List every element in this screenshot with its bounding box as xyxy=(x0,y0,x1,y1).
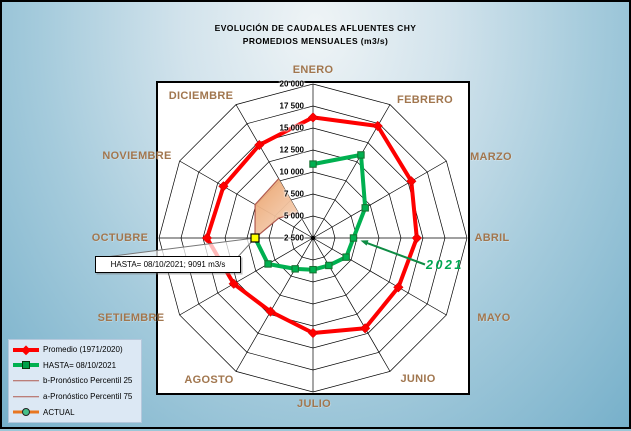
hasta-marker xyxy=(309,160,317,168)
promedio-marker xyxy=(372,120,383,132)
year-arrow xyxy=(364,241,426,266)
callout-leader-line xyxy=(97,237,256,259)
month-label-5: JUNIO xyxy=(400,373,436,385)
radial-tick-label: 7 500 xyxy=(283,189,304,199)
hasta-marker xyxy=(325,261,333,270)
chart-title-line2: PROMEDIOS MENSUALES (m3/s) xyxy=(242,36,389,46)
forecast-percentile-line xyxy=(254,211,299,239)
legend-label: b-Pronóstico Percentil 25 xyxy=(43,376,133,386)
month-label-4: MAYO xyxy=(477,312,511,324)
legend-item-4: ACTUAL xyxy=(13,405,137,420)
legend-label: a-Pronóstico Percentil 75 xyxy=(43,392,133,402)
radial-tick-label: 17 500 xyxy=(279,101,304,111)
promedio-marker xyxy=(359,323,371,334)
hasta-marker xyxy=(309,265,317,274)
year-arrow-head xyxy=(360,240,369,246)
month-label-7: AGOSTO xyxy=(184,374,234,386)
radial-tick-label: 2 500 xyxy=(283,233,304,243)
legend-item-1: HASTA= 08/10/2021 xyxy=(13,358,137,373)
legend-item-3: a-Pronóstico Percentil 75 xyxy=(13,389,137,404)
chart-title-line1: EVOLUCIÓN DE CAUDALES AFLUENTES CHY xyxy=(214,23,417,33)
legend-marker-icon xyxy=(22,361,30,370)
legend-label: HASTA= 08/10/2021 xyxy=(43,360,117,370)
hasta-marker xyxy=(357,151,365,159)
hasta-marker xyxy=(361,204,369,212)
axis-spoke xyxy=(235,237,314,372)
month-label-9: OCTUBRE xyxy=(91,232,149,244)
legend-marker-icon xyxy=(22,408,30,417)
axis-spoke xyxy=(312,237,447,316)
legend-item-0: Promedio (1971/2020) xyxy=(13,342,137,357)
hasta-marker xyxy=(291,265,299,273)
month-label-0: ENERO xyxy=(292,64,334,76)
hasta-marker xyxy=(264,260,272,268)
legend-item-2: b-Pronóstico Percentil 25 xyxy=(13,373,137,388)
legend-swatch xyxy=(13,345,39,355)
promedio-marker xyxy=(218,181,229,192)
promedio-marker xyxy=(228,278,239,289)
legend-label: ACTUAL xyxy=(43,407,75,417)
callout-box: HASTA= 08/10/2021; 9091 m3/s xyxy=(95,256,241,273)
month-label-6: JULIO xyxy=(297,398,331,410)
legend-label: Promedio (1971/2020) xyxy=(43,345,123,355)
promedio-marker xyxy=(307,112,319,123)
legend-swatch xyxy=(13,392,39,401)
forecast-percentile-line xyxy=(254,178,280,239)
axis-spoke xyxy=(179,237,314,316)
radial-tick-label: 10 000 xyxy=(279,167,304,177)
legend-marker-icon xyxy=(21,345,31,355)
promedio-marker xyxy=(406,176,417,187)
hasta-marker xyxy=(342,253,350,261)
actual-marker xyxy=(250,233,260,243)
promedio-marker xyxy=(254,139,265,151)
axis-spoke xyxy=(312,160,447,239)
month-label-11: DICIEMBRE xyxy=(168,90,234,102)
month-label-3: ABRIL xyxy=(474,232,510,244)
hasta-line xyxy=(253,152,368,272)
year-annotation: 2021 xyxy=(426,258,464,272)
month-label-8: SETIEMBRE xyxy=(97,312,165,324)
radar-center-dot xyxy=(310,235,316,241)
axis-spoke xyxy=(235,104,314,239)
month-label-2: MARZO xyxy=(470,151,512,163)
axis-spoke xyxy=(312,237,391,372)
month-label-1: FEBRERO xyxy=(397,94,453,106)
promedio-marker xyxy=(265,306,276,317)
legend: Promedio (1971/2020) HASTA= 08/10/2021 b-P… xyxy=(8,339,142,423)
hasta-marker xyxy=(349,234,358,242)
promedio-marker xyxy=(411,232,422,244)
legend-swatch xyxy=(13,376,39,385)
promedio-marker xyxy=(201,232,213,244)
month-label-10: NOVIEMBRE xyxy=(102,150,172,162)
promedio-marker xyxy=(393,282,404,293)
radial-tick-label: 20 000 xyxy=(279,79,304,89)
legend-swatch xyxy=(13,408,39,417)
radial-tick-label: 5 000 xyxy=(283,211,304,221)
axis-spoke xyxy=(179,160,314,239)
radial-tick-label: 15 000 xyxy=(279,123,304,133)
promedio-marker xyxy=(307,327,319,339)
legend-swatch xyxy=(13,361,39,370)
radial-tick-label: 12 500 xyxy=(279,145,304,155)
